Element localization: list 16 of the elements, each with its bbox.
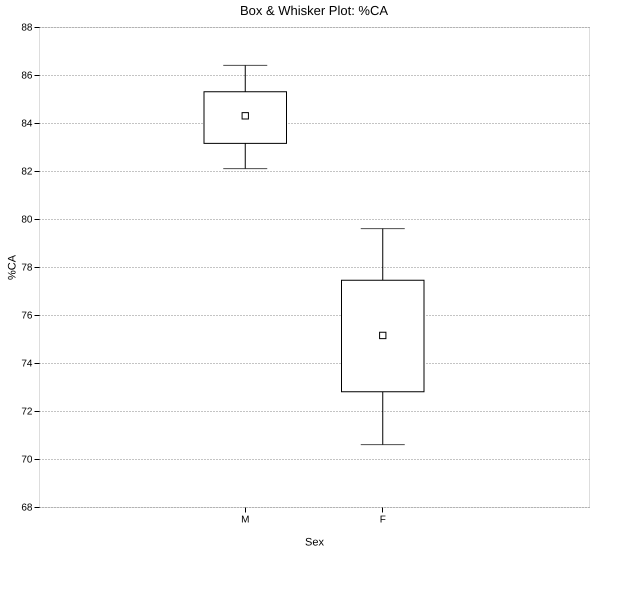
y-tick-label: 78 xyxy=(21,262,33,274)
x-axis-title: Sex xyxy=(305,536,324,548)
y-tick-label: 88 xyxy=(21,22,33,34)
y-axis-title: %CA xyxy=(6,254,18,280)
x-tick-label: F xyxy=(380,514,386,526)
y-tick-label: 70 xyxy=(21,454,33,466)
y-tick-label: 82 xyxy=(21,166,33,178)
y-tick-label: 84 xyxy=(21,118,33,130)
y-tick-label: 68 xyxy=(21,502,33,514)
x-tick-label: M xyxy=(241,514,250,526)
y-tick-label: 74 xyxy=(21,358,33,370)
y-tick-label: 86 xyxy=(21,70,33,82)
y-tick-label: 72 xyxy=(21,406,33,418)
y-tick-label: 80 xyxy=(21,214,33,226)
chart-title: Box & Whisker Plot: %CA xyxy=(240,3,388,18)
y-tick-label: 76 xyxy=(21,310,33,322)
